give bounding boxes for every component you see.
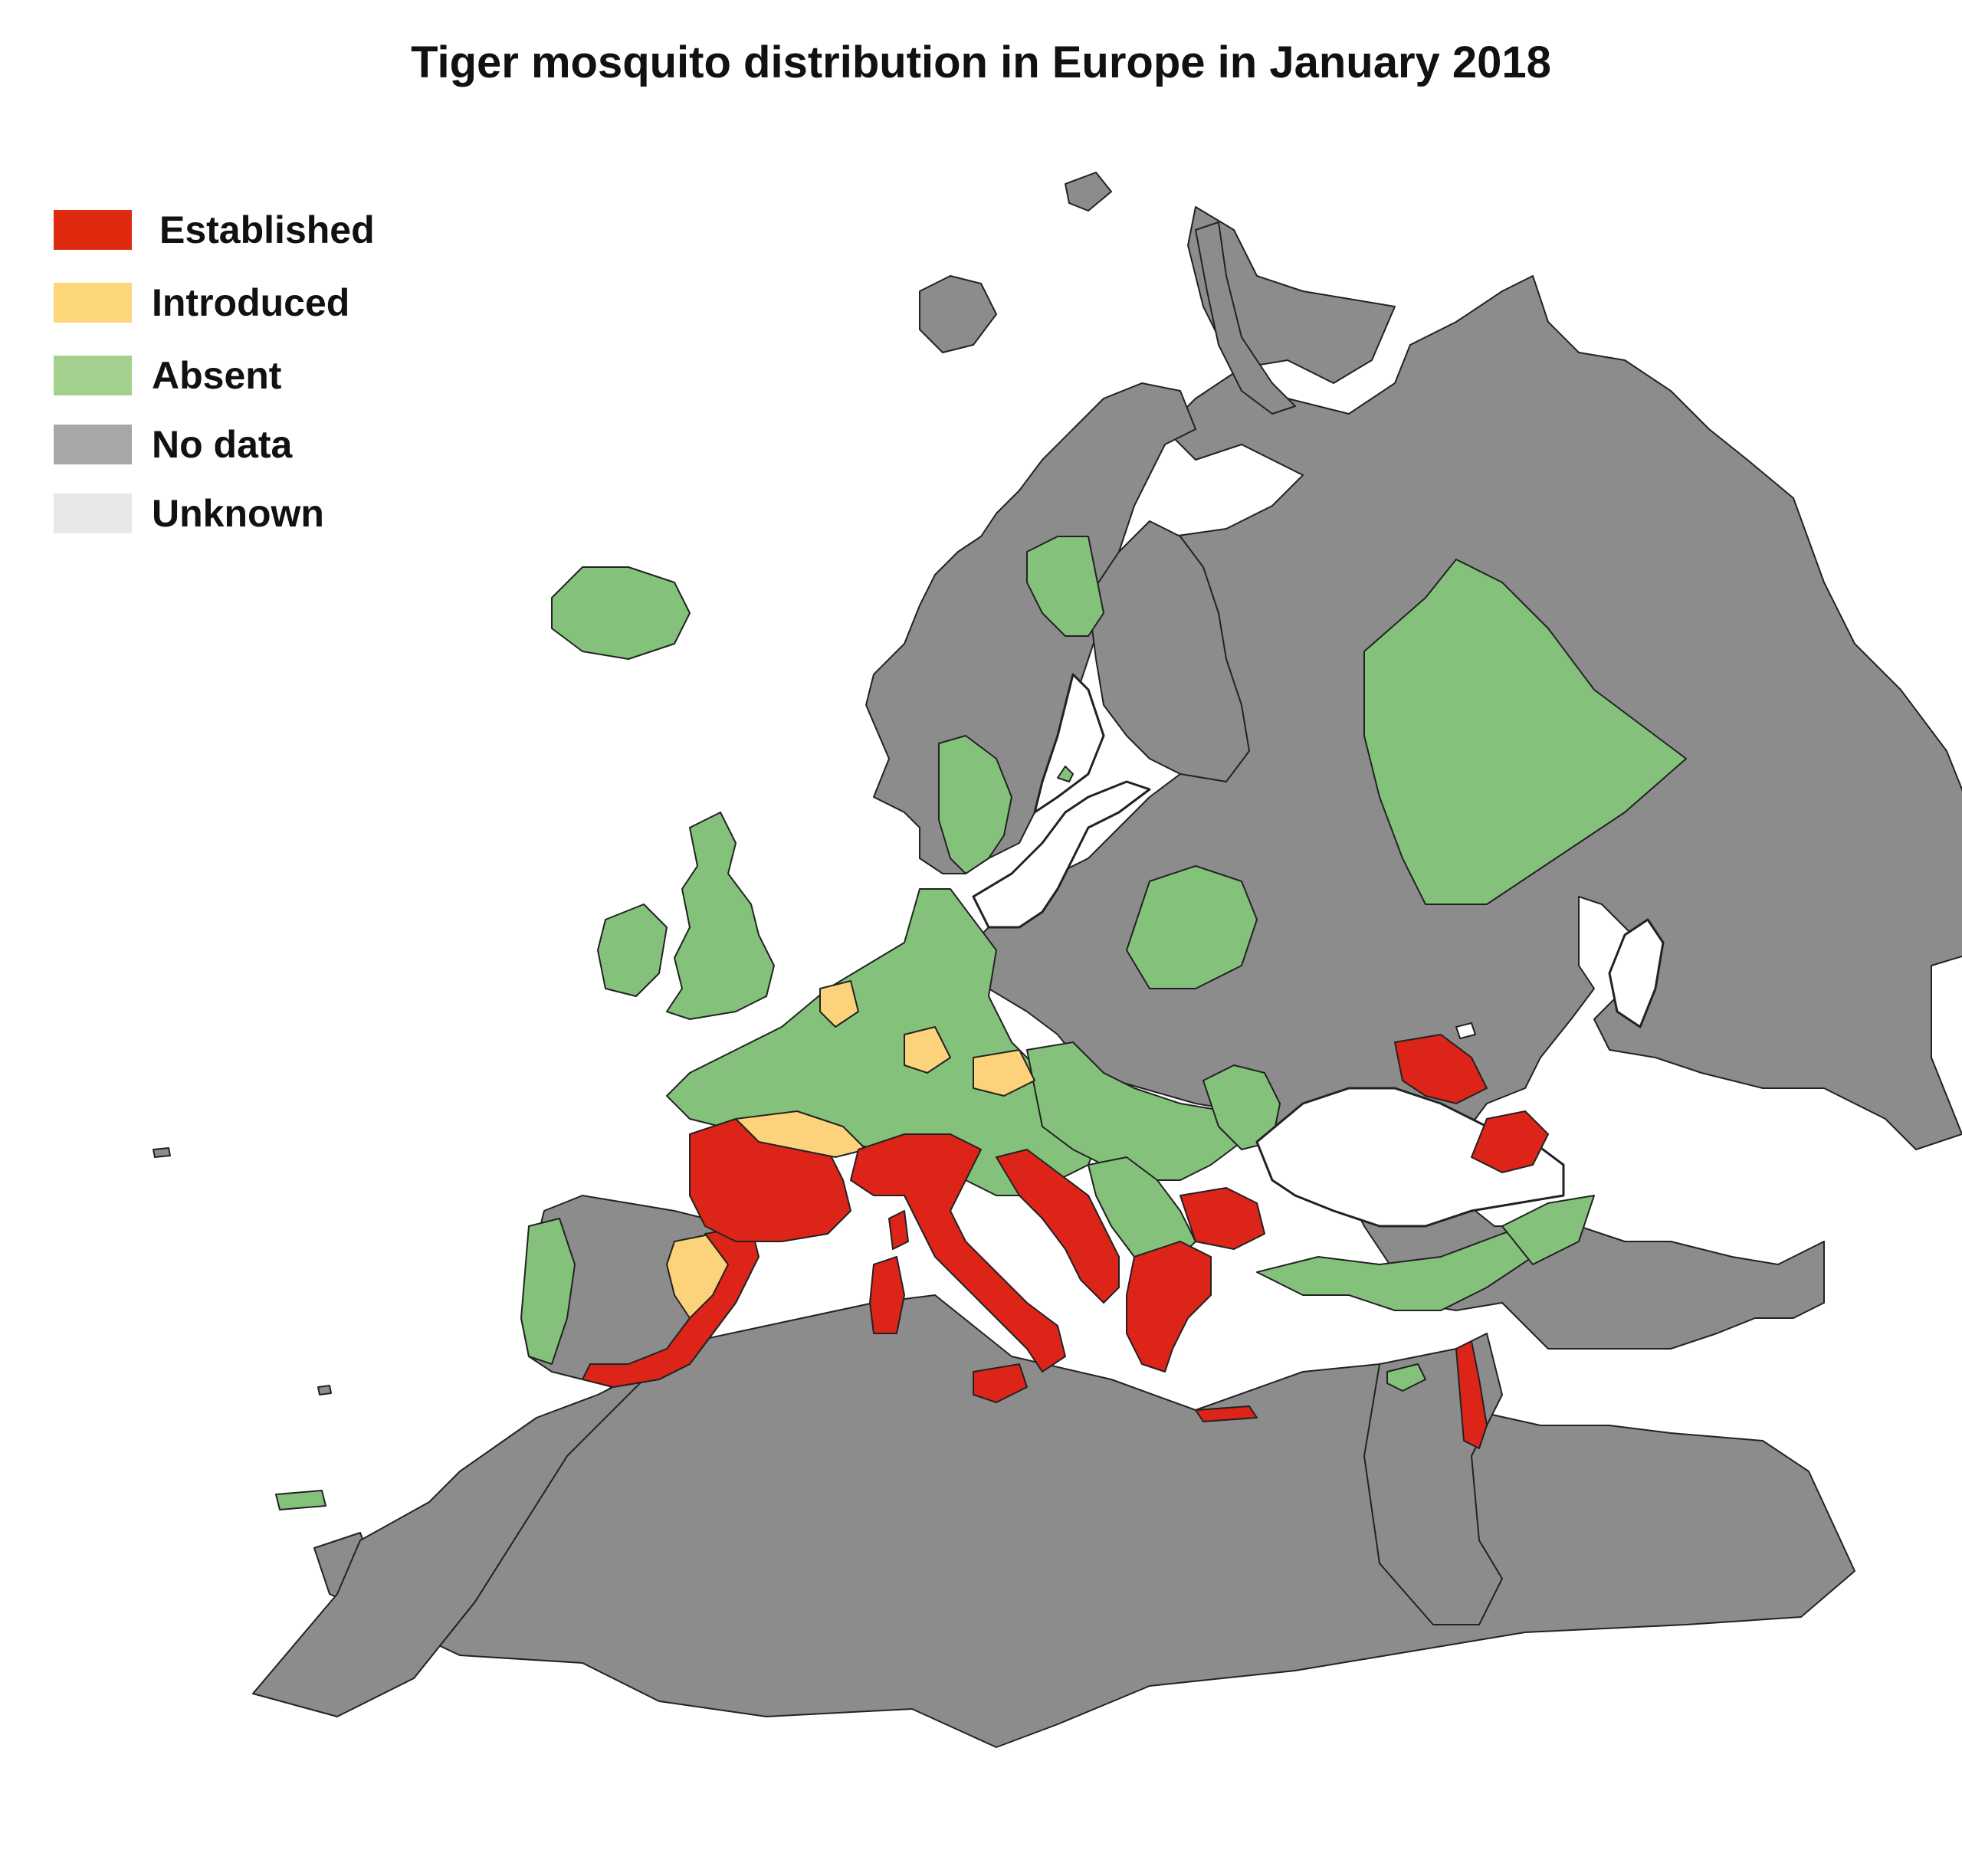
turkey-east-absent <box>1501 1195 1595 1265</box>
austria-introduced-region <box>973 1049 1035 1097</box>
unknown-region <box>1455 1022 1476 1039</box>
baltic-sea <box>972 780 1151 929</box>
lapland-absent-region <box>1026 536 1104 637</box>
belarus-absent-region <box>1126 865 1258 989</box>
finland-region <box>1088 520 1250 782</box>
portugal-absent-region <box>520 1218 576 1365</box>
sicily-region <box>973 1363 1028 1403</box>
franz-josef-land-region <box>1065 172 1112 212</box>
france-introduced-region <box>735 1110 867 1158</box>
crete-region <box>1195 1405 1258 1422</box>
russia-central-absent <box>1363 559 1687 905</box>
legend-item-unknown: Unknown <box>54 490 513 536</box>
legend-swatch-introduced <box>54 283 132 323</box>
sweden-south-absent <box>1057 766 1074 782</box>
iceland-region <box>551 566 691 660</box>
italy-established-region <box>850 1133 1066 1373</box>
madeira-region <box>317 1385 332 1396</box>
novaya-zemlya-region <box>1195 221 1296 415</box>
maghreb-region <box>252 1363 660 1717</box>
sardinia-region <box>869 1256 905 1334</box>
legend-swatch-unknown <box>54 494 132 533</box>
black-sea <box>1255 1087 1565 1228</box>
levant-established-region <box>1455 1340 1488 1449</box>
legend-label-unknown: Unknown <box>152 492 324 535</box>
legend-label-established: Established <box>159 208 375 251</box>
map-title: Tiger mosquito distribution in Europe in… <box>411 38 1551 87</box>
legend-label-no-data: No data <box>152 423 293 466</box>
legend-swatch-absent <box>54 356 132 395</box>
canary-islands-region <box>275 1490 326 1510</box>
legend-item-introduced: Introduced <box>54 280 513 326</box>
legend-item-absent: Absent <box>54 353 513 398</box>
germany-introduced-region <box>904 1026 951 1074</box>
legend-label-introduced: Introduced <box>152 281 350 324</box>
legend-item-established: Established <box>54 207 513 253</box>
caucasus-established-region <box>1471 1110 1549 1173</box>
romania-absent <box>1202 1064 1281 1150</box>
benelux-introduced-region <box>819 980 859 1028</box>
corsica-region <box>888 1210 909 1250</box>
great-britain-region <box>666 812 775 1020</box>
crimea-established-region <box>1394 1034 1488 1104</box>
bulgaria-established-region <box>1179 1187 1265 1250</box>
legend-swatch-no-data <box>54 425 132 464</box>
azores-region <box>153 1147 171 1158</box>
cyprus-region <box>1386 1363 1426 1392</box>
adriatic-established-region <box>996 1149 1120 1304</box>
caspian-sea <box>1608 918 1665 1028</box>
greece-established-region <box>1126 1241 1212 1373</box>
legend-item-no-data: No data <box>54 421 513 467</box>
svalbard-region <box>919 275 997 353</box>
ireland-region <box>597 904 668 997</box>
central-europe-absent <box>1026 1041 1242 1181</box>
legend-label-absent: Absent <box>152 354 282 397</box>
sweden-absent-region <box>938 735 1012 874</box>
legend-swatch-established <box>54 210 132 250</box>
gulf-of-bothnia <box>1033 673 1105 814</box>
